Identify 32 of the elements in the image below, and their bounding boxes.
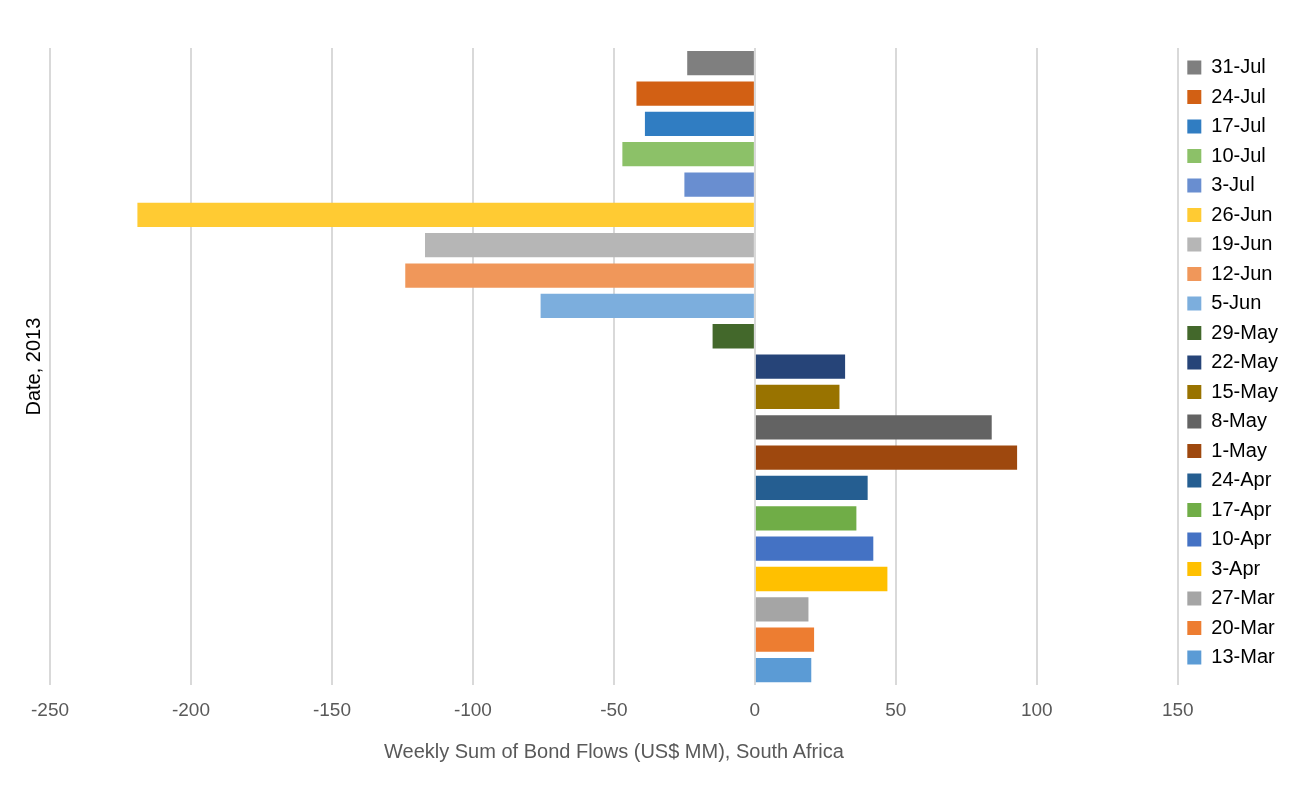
x-tick-label: -150 xyxy=(312,698,351,720)
legend-label: 29-May xyxy=(1211,320,1279,343)
x-tick-label: -200 xyxy=(171,698,210,720)
legend-label: 12-Jun xyxy=(1211,261,1273,284)
legend-label: 10-Jul xyxy=(1211,143,1266,166)
x-tick-label: 150 xyxy=(1161,698,1194,720)
legend-label: 24-Jul xyxy=(1211,84,1266,107)
legend-label: 17-Jul xyxy=(1211,114,1266,137)
legend-label: 13-Mar xyxy=(1211,645,1275,668)
legend-label: 22-May xyxy=(1211,350,1279,373)
x-axis-title: Weekly Sum of Bond Flows (US$ MM), South Africa xyxy=(384,739,845,762)
x-tick-label: -100 xyxy=(453,698,492,720)
x-tick-label: 0 xyxy=(749,698,761,720)
legend-label: 3-Apr xyxy=(1211,556,1261,579)
legend-label: 3-Jul xyxy=(1211,173,1255,196)
legend-label: 31-Jul xyxy=(1211,55,1266,78)
legend-label: 20-Mar xyxy=(1211,615,1275,638)
x-tick-label: 100 xyxy=(1020,698,1053,720)
legend-label: 1-May xyxy=(1211,438,1267,461)
legend-label: 8-May xyxy=(1211,409,1267,432)
legend-label: 19-Jun xyxy=(1211,232,1273,255)
x-tick-label: -250 xyxy=(30,698,70,720)
legend-label: 17-Apr xyxy=(1211,497,1272,520)
legend-label: 26-Jun xyxy=(1211,202,1273,225)
x-tick-label: -50 xyxy=(600,698,628,720)
legend-label: 10-Apr xyxy=(1211,527,1272,550)
y-axis-title: Date, 2013 xyxy=(21,317,44,416)
legend-label: 5-Jun xyxy=(1211,291,1262,314)
legend-label: 27-Mar xyxy=(1211,586,1275,609)
legend-label: 15-May xyxy=(1211,379,1279,402)
x-tick-label: 50 xyxy=(885,698,907,720)
legend-label: 24-Apr xyxy=(1211,468,1272,491)
